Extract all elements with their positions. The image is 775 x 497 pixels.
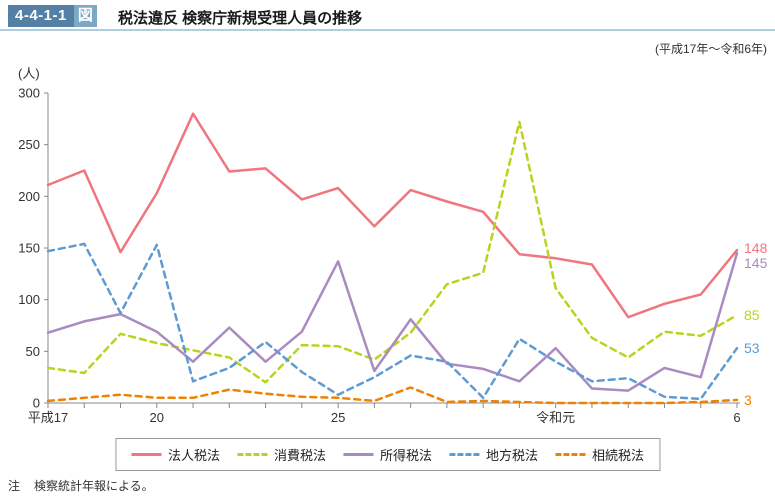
y-tick-label: 250	[18, 137, 40, 152]
legend-label: 消費税法	[273, 448, 326, 463]
x-tick-label: 20	[150, 410, 164, 425]
y-tick-label: 100	[18, 292, 40, 307]
y-tick-label: 150	[18, 241, 40, 256]
y-tick-label: 0	[33, 396, 40, 411]
series-end-value: 85	[744, 307, 760, 323]
series-end-value: 3	[744, 392, 752, 408]
figure-suffix: 図	[73, 5, 97, 27]
note-text: 検察統計年報による。	[34, 479, 154, 493]
legend-item-地方税法: 地方税法	[449, 445, 538, 464]
legend-label: 所得税法	[379, 448, 433, 463]
series-line-相続税法	[46, 386, 739, 405]
legend-swatch	[130, 453, 161, 456]
series-line-地方税法	[46, 242, 739, 401]
legend-item-相続税法: 相続税法	[555, 445, 644, 464]
x-tick-label: 6	[733, 410, 740, 425]
figure-number-badge: 4-4-1-1 図	[8, 5, 97, 27]
legend-swatch	[449, 453, 480, 456]
y-axis-unit-label: (人)	[18, 66, 40, 81]
y-tick-label: 200	[18, 189, 40, 204]
legend-swatch	[555, 453, 586, 456]
y-tick-label: 50	[26, 344, 40, 359]
series-end-value: 53	[744, 340, 760, 356]
x-tick-label: 25	[331, 410, 345, 425]
legend-label: 相続税法	[592, 448, 645, 463]
note-prefix: 注	[8, 479, 21, 493]
series-line-所得税法	[46, 251, 739, 392]
figure-title: 税法違反 検察庁新規受理人員の推移	[118, 10, 363, 27]
figure-number: 4-4-1-1	[8, 5, 74, 27]
header-underline	[0, 29, 775, 31]
x-tick-label: 平成17	[28, 410, 68, 425]
legend-swatch	[236, 453, 267, 456]
legend-label: 法人税法	[167, 448, 220, 463]
chart-legend: 法人税法 消費税法 所得税法 地方税法 相続税法	[114, 438, 661, 471]
series-line-法人税法	[46, 112, 739, 319]
legend-item-消費税法: 消費税法	[236, 445, 326, 464]
legend-item-所得税法: 所得税法	[342, 445, 433, 464]
legend-label: 地方税法	[486, 448, 539, 463]
x-tick-label: 令和元	[536, 410, 575, 425]
legend-item-法人税法: 法人税法	[130, 445, 220, 464]
source-note: 注検察統計年報による。	[8, 477, 154, 494]
legend-swatch	[342, 453, 373, 456]
period-range-label: (平成17年～令和6年)	[654, 42, 767, 56]
y-tick-label: 300	[18, 86, 40, 101]
series-end-value: 148	[744, 240, 768, 256]
series-end-value: 145	[744, 255, 768, 271]
